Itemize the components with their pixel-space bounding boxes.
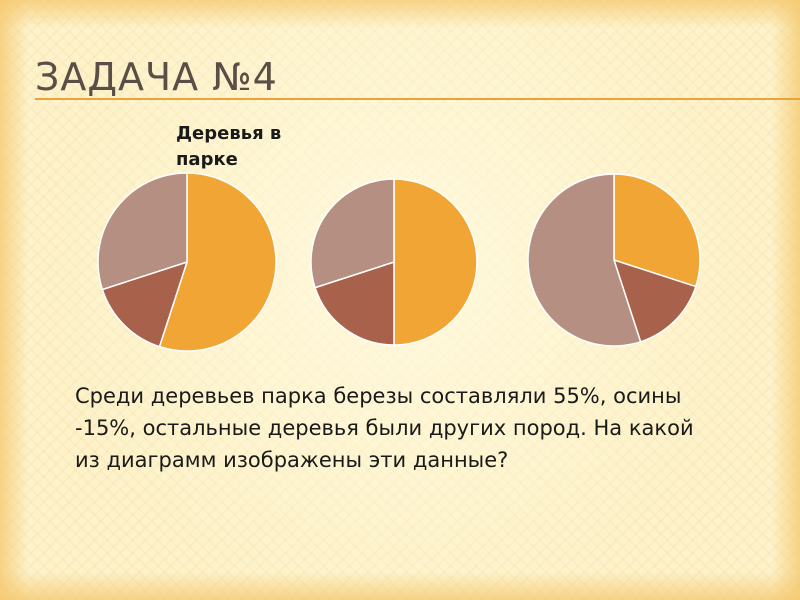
pie-chart-1: [97, 172, 277, 352]
slide-title: ЗАДАЧА №4: [35, 55, 278, 99]
pie-chart-3: [527, 173, 701, 347]
pie-chart-2: [310, 178, 478, 346]
pie-2-slice-2: [314, 261, 395, 346]
pie-1-slice-3: [97, 172, 188, 291]
pie-2-slice-3: [310, 178, 395, 289]
task-text: Среди деревьев парка березы составляли 5…: [75, 384, 694, 472]
chart-1-title: Деревья в парке: [176, 123, 282, 170]
pie-1-slice-1: [158, 172, 277, 352]
pie-3-slice-3: [527, 173, 642, 347]
pie-3-slice-1: [613, 173, 701, 288]
title-underline: [35, 98, 800, 100]
pie-2-slice-1: [393, 178, 478, 346]
